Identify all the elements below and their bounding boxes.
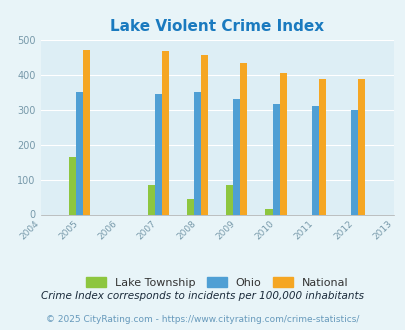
Bar	[162, 51, 168, 214]
Bar	[200, 55, 208, 214]
Bar	[147, 185, 154, 214]
Bar	[311, 106, 318, 214]
Bar	[154, 94, 162, 214]
Text: © 2025 CityRating.com - https://www.cityrating.com/crime-statistics/: © 2025 CityRating.com - https://www.city…	[46, 315, 359, 324]
Bar	[265, 209, 272, 214]
Bar	[272, 104, 279, 214]
Bar	[350, 110, 357, 214]
Bar	[279, 73, 286, 215]
Bar	[76, 92, 83, 214]
Legend: Lake Township, Ohio, National: Lake Township, Ohio, National	[82, 273, 352, 292]
Bar	[194, 92, 200, 214]
Title: Lake Violent Crime Index: Lake Violent Crime Index	[110, 19, 324, 34]
Bar	[357, 80, 364, 214]
Text: Crime Index corresponds to incidents per 100,000 inhabitants: Crime Index corresponds to incidents per…	[41, 291, 364, 301]
Bar	[187, 199, 194, 214]
Bar	[240, 63, 247, 214]
Bar	[69, 157, 76, 214]
Bar	[233, 99, 240, 214]
Bar	[226, 185, 233, 214]
Bar	[318, 80, 325, 214]
Bar	[83, 50, 90, 214]
